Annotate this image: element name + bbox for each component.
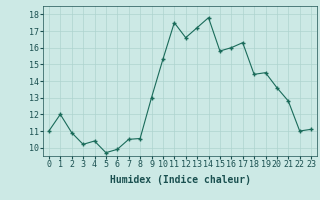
X-axis label: Humidex (Indice chaleur): Humidex (Indice chaleur) xyxy=(109,175,251,185)
